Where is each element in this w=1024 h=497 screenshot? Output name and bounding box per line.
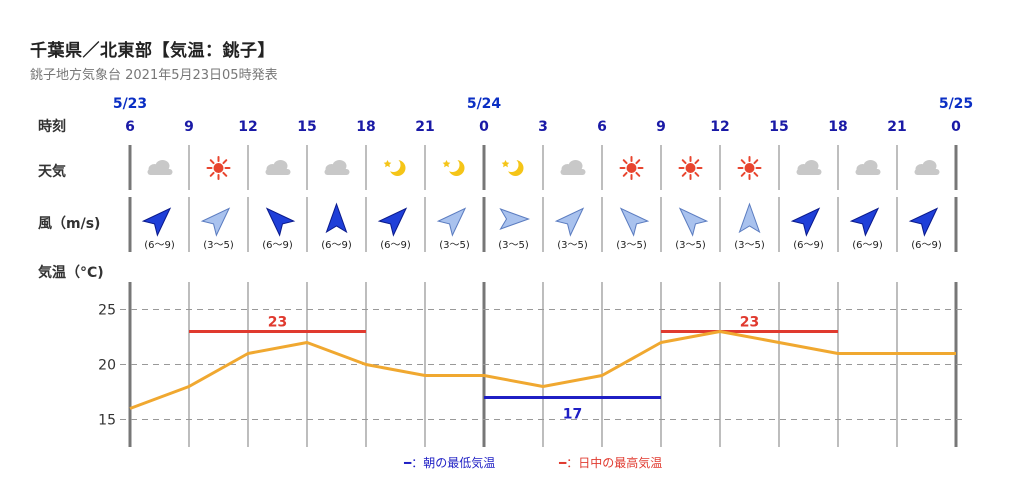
cloudy-icon: [324, 160, 350, 175]
wind-arrow-icon: [200, 207, 231, 237]
cloudy-icon: [265, 160, 291, 175]
hour-label: 18: [828, 119, 847, 135]
wind-arrow-icon: [265, 207, 296, 237]
wind-speed-label: (3〜5): [616, 240, 647, 251]
wind-speed-label: (3〜5): [203, 240, 234, 251]
hour-label: 18: [356, 119, 375, 135]
hour-label: 15: [297, 119, 316, 135]
grid-lines: [120, 145, 966, 447]
wind-speed-label: (6〜9): [852, 240, 883, 251]
wind-arrow-icon: [377, 207, 408, 237]
temperature-line: [129, 330, 956, 410]
wind-speed-label: (6〜9): [144, 240, 175, 251]
wind-arrow-icon: [325, 202, 348, 234]
date-label: 5/25: [939, 96, 973, 112]
cloudy-icon: [855, 160, 881, 175]
band-label: 17: [563, 407, 582, 423]
wind-arrow-icon: [141, 207, 172, 237]
wind-arrow-icon: [790, 207, 821, 237]
min-max-bands: 23 17 23: [189, 315, 838, 423]
cloudy-icon: [147, 160, 173, 175]
cloudy-icon: [914, 160, 940, 175]
hour-label: 0: [479, 119, 489, 135]
hour-label: 3: [538, 119, 548, 135]
band-label: 23: [740, 315, 759, 331]
wind-arrow-icon: [678, 207, 709, 237]
wind-arrow-icon: [738, 202, 761, 234]
wind-speed-label: (3〜5): [675, 240, 706, 251]
clear-night-icon: [442, 158, 465, 176]
clear-night-icon: [501, 158, 524, 176]
y-tick-label: 15: [98, 413, 116, 429]
wind-speed-label: (6〜9): [321, 240, 352, 251]
time-axis: 6 5/23 9 12 15 18 21 0 5/24 3 6 9 12 15 18 21 0 5/25: [113, 96, 973, 135]
wind-speed-label: (3〜5): [498, 240, 529, 251]
band-label: 23: [268, 315, 287, 331]
hour-label: 21: [415, 119, 434, 135]
weather-row: [147, 156, 940, 180]
hour-label: 9: [656, 119, 666, 135]
temperature-series: [129, 330, 956, 410]
y-tick-label: 25: [98, 303, 116, 319]
wind-arrow-icon: [849, 207, 880, 237]
page-title: 千葉県／北東部【気温：銚子】: [30, 41, 275, 61]
y-axis-ticks: 15 20 25: [98, 303, 116, 429]
wind-arrow-icon: [554, 207, 585, 237]
sunny-icon: [678, 156, 703, 180]
wind-speed-label: (6〜9): [793, 240, 824, 251]
hour-label: 21: [887, 119, 906, 135]
wind-speed-label: (3〜5): [734, 240, 765, 251]
cloudy-icon: [796, 160, 822, 175]
hour-label: 9: [184, 119, 194, 135]
cloudy-icon: [560, 160, 586, 175]
temp-row-label: 気温（°C): [38, 264, 104, 281]
weather-row-label: 天気: [38, 163, 66, 180]
hour-label: 6: [125, 119, 135, 135]
hour-label: 6: [597, 119, 607, 135]
wind-speed-label: (3〜5): [557, 240, 588, 251]
wind-arrow-icon: [436, 207, 467, 237]
time-row-label: 時刻: [38, 118, 66, 135]
hour-label: 12: [238, 119, 257, 135]
wind-speed-label: (3〜5): [439, 240, 470, 251]
legend-max: ━：日中の最高気温: [558, 455, 662, 470]
wind-speed-label: (6〜9): [262, 240, 293, 251]
hour-label: 15: [769, 119, 788, 135]
wind-arrow-icon: [499, 208, 530, 230]
hour-label: 12: [710, 119, 729, 135]
sunny-icon: [737, 156, 762, 180]
page-subtitle: 銚子地方気象台 2021年5月23日05時発表: [30, 68, 278, 83]
date-label: 5/23: [113, 96, 147, 112]
sunny-icon: [619, 156, 644, 180]
clear-night-icon: [383, 158, 406, 176]
wind-arrow-icon: [619, 207, 650, 237]
date-label: 5/24: [467, 96, 502, 112]
y-tick-label: 20: [98, 358, 116, 374]
sunny-icon: [206, 156, 231, 180]
wind-speed-label: (6〜9): [380, 240, 411, 251]
wind-arrow-icon: [908, 207, 939, 237]
wind-speed-label: (6〜9): [911, 240, 942, 251]
hour-label: 0: [951, 119, 961, 135]
wind-row-label: 風（m/s): [38, 216, 100, 232]
wind-row: (6〜9) (3〜5) (6〜9) (6〜9) (6〜9) (3〜5) (3〜5) (3〜5)…: [141, 202, 942, 251]
legend-min: ━：朝の最低気温: [403, 455, 495, 470]
